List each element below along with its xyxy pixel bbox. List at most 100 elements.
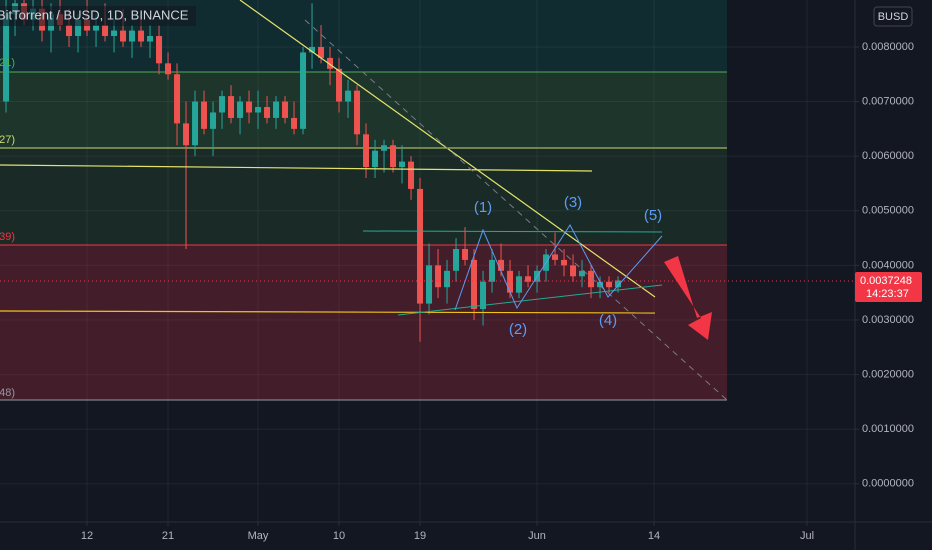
candle-body: [507, 270, 514, 293]
candle-body: [138, 30, 145, 42]
last-price: 0.0037248: [860, 275, 912, 287]
candle-body: [111, 30, 118, 37]
candle-body: [480, 281, 487, 310]
candle-body: [570, 265, 577, 277]
candle-body: [147, 36, 154, 42]
candle-body: [201, 101, 208, 129]
candle-body: [273, 101, 280, 118]
candle-body: [3, 14, 10, 102]
candle-body: [327, 57, 334, 69]
grid: [0, 0, 855, 522]
candle-body: [552, 254, 559, 260]
candle-body: [318, 46, 325, 58]
y-tick-label: 0.0070000: [862, 95, 914, 107]
y-tick-label: 0.0080000: [862, 41, 914, 53]
dashed-line: [304, 19, 728, 401]
candle-body: [66, 25, 73, 37]
candle-body: [579, 270, 586, 277]
level-label: 21): [0, 57, 15, 69]
candle-body: [588, 270, 595, 288]
wave-label: (2): [509, 321, 527, 338]
axes: 0.0000000 0.0010000 0.0020000 0.0030000 0.00…: [81, 41, 914, 542]
wave-label: (5): [644, 207, 662, 224]
candle-body: [120, 30, 127, 42]
x-tick-label: May: [248, 530, 269, 542]
y-tick-label: 0.0020000: [862, 368, 914, 380]
candle-body: [498, 259, 505, 271]
candle-body: [561, 259, 568, 266]
x-tick-label: 10: [333, 530, 345, 542]
candle-body: [462, 248, 469, 260]
candle-body: [264, 107, 271, 118]
candle-body: [282, 101, 289, 118]
currency-button[interactable]: [873, 6, 913, 27]
x-tick-label: Jul: [800, 530, 814, 542]
wave-label: (1): [474, 199, 492, 216]
candle-body: [255, 107, 262, 113]
candle-body: [291, 117, 298, 129]
candle-body: [219, 96, 226, 113]
candle-body: [246, 101, 253, 113]
candle-body: [525, 276, 532, 282]
candle-body: [597, 281, 604, 288]
currency[interactable]: BUSD: [878, 11, 909, 23]
price-badge: [855, 272, 922, 302]
candle-body: [399, 161, 406, 168]
candle-body: [183, 123, 190, 146]
candle-body: [606, 281, 613, 288]
y-tick-label: 0.0060000: [862, 150, 914, 162]
wave-path: [454, 224, 663, 311]
title-bg: [0, 6, 196, 26]
drawings: [0, 0, 855, 401]
candle-body: [381, 145, 388, 151]
arrow: [664, 256, 712, 340]
candle-body: [102, 25, 109, 37]
candle-body: [228, 96, 235, 118]
y-tick-label: 0.0040000: [862, 259, 914, 271]
y-tick-label: 0.0030000: [862, 314, 914, 326]
candle-body: [615, 280, 622, 288]
candle-body: [426, 265, 433, 304]
zone: [0, 245, 727, 400]
candle-body: [210, 112, 217, 129]
candle-body: [453, 248, 460, 271]
zones: [0, 0, 727, 401]
support-line: [397, 284, 663, 316]
candle-body: [93, 25, 100, 31]
x-tick-label: Jun: [528, 530, 546, 542]
candle-body: [75, 19, 82, 37]
candle-body: [174, 74, 181, 124]
y-tick-label: 0.0050000: [862, 205, 914, 217]
candle-body: [372, 150, 379, 168]
countdown: 14:23:37: [866, 288, 909, 300]
candle-body: [390, 145, 397, 168]
trend-line: [0, 310, 656, 314]
candle-body: [309, 46, 316, 53]
candle-body: [516, 276, 523, 293]
candle-body: [489, 259, 496, 282]
wave-label: (4): [599, 312, 617, 329]
candle-body: [408, 161, 415, 189]
trend-line: [0, 164, 593, 172]
neckline: [362, 230, 663, 233]
candle-body: [354, 90, 361, 135]
candle-body: [471, 259, 478, 310]
candle-body: [165, 63, 172, 75]
candle-body: [336, 68, 343, 102]
candle-body: [345, 90, 352, 102]
wave-label: (3): [564, 194, 582, 211]
candle-body: [300, 52, 307, 129]
y-tick-label: 0.0000000: [862, 478, 914, 490]
candle-body: [435, 265, 442, 288]
x-tick-label: 21: [162, 530, 174, 542]
candle-body: [156, 36, 163, 64]
candle-body: [237, 101, 244, 118]
chart-title[interactable]: BitTorrent / BUSD, 1D, BINANCE: [0, 7, 189, 22]
candle-body: [363, 134, 370, 168]
candle-body: [444, 270, 451, 288]
level-label: 27): [0, 134, 15, 146]
candle-body: [129, 30, 136, 42]
x-tick-label: 14: [648, 530, 660, 542]
